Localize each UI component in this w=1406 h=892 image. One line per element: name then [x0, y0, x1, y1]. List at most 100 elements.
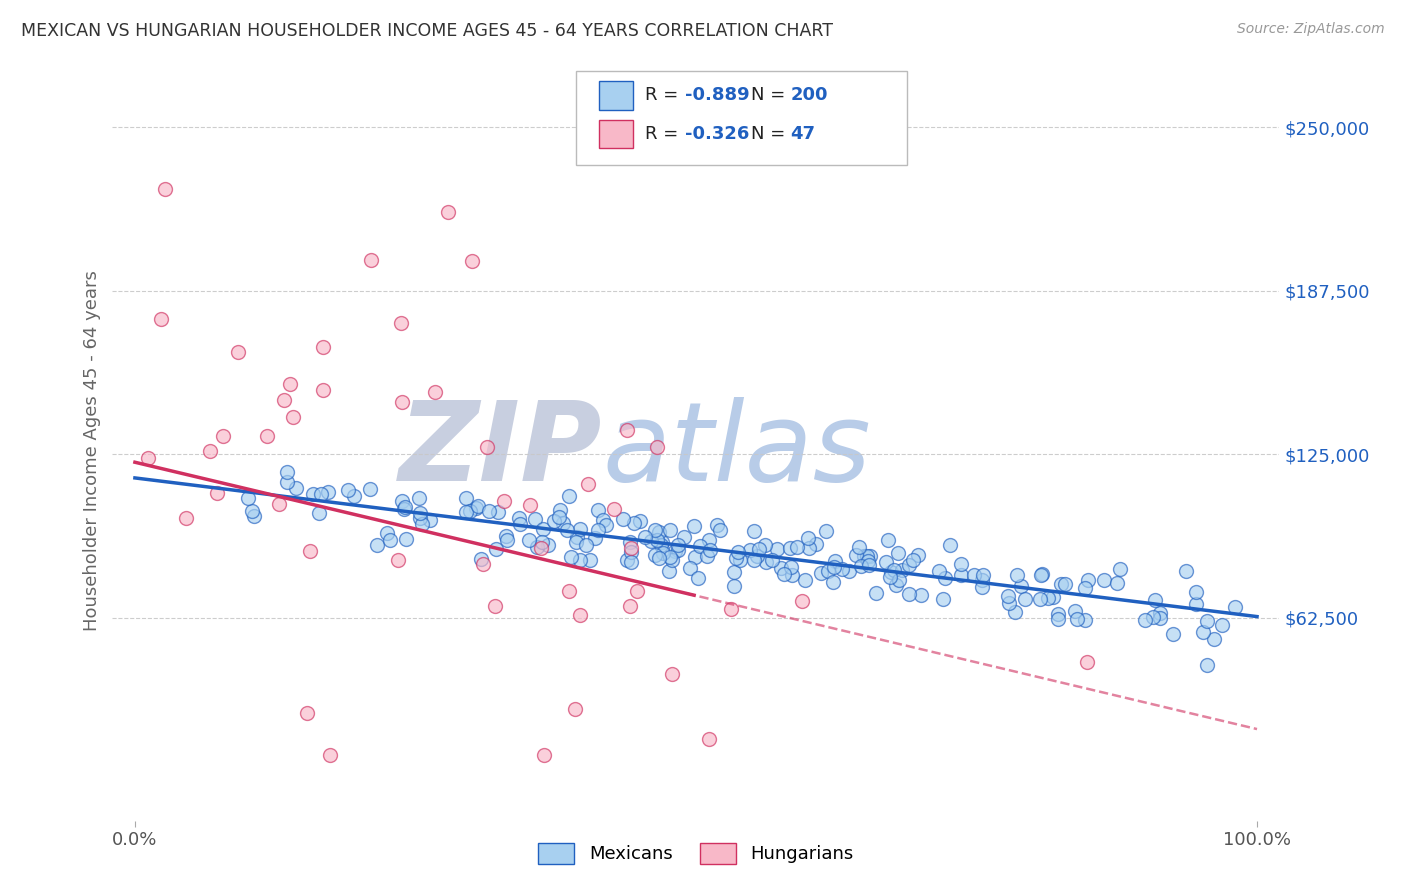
Point — [301, 487, 323, 501]
Point — [517, 533, 540, 547]
Point — [887, 574, 910, 588]
Point — [786, 540, 808, 554]
Point — [1175, 564, 1198, 578]
Point — [779, 541, 801, 556]
Point — [664, 544, 686, 558]
Point — [366, 538, 388, 552]
Point — [997, 589, 1019, 603]
Point — [865, 586, 887, 600]
Point — [409, 506, 432, 520]
Point — [295, 706, 318, 721]
Text: MEXICAN VS HUNGARIAN HOUSEHOLDER INCOME AGES 45 - 64 YEARS CORRELATION CHART: MEXICAN VS HUNGARIAN HOUSEHOLDER INCOME … — [21, 22, 834, 40]
Point — [537, 538, 560, 552]
Text: -0.326: -0.326 — [685, 125, 749, 143]
Point — [564, 702, 586, 716]
Text: ZIP: ZIP — [399, 397, 603, 504]
Point — [478, 503, 501, 517]
Point — [858, 558, 880, 573]
Point — [575, 538, 598, 552]
Point — [696, 549, 718, 563]
Point — [1105, 575, 1128, 590]
Point — [558, 489, 581, 503]
Point — [650, 538, 672, 552]
Point — [651, 546, 673, 560]
Point — [485, 541, 508, 556]
Point — [972, 573, 994, 587]
Point — [950, 567, 973, 582]
Point — [928, 564, 950, 578]
Point — [236, 491, 259, 505]
Point — [240, 504, 263, 518]
Point — [375, 525, 398, 540]
Point — [1109, 562, 1132, 576]
Point — [886, 546, 908, 560]
Point — [644, 549, 666, 563]
Point — [1076, 655, 1098, 669]
Point — [586, 523, 609, 537]
Point — [619, 599, 641, 614]
Point — [883, 563, 905, 577]
Point — [494, 493, 516, 508]
Point — [817, 564, 839, 578]
Point — [683, 550, 706, 565]
Point — [409, 511, 432, 525]
Point — [592, 512, 614, 526]
Point — [706, 518, 728, 533]
Point — [838, 565, 860, 579]
Point — [519, 498, 541, 512]
Point — [565, 530, 588, 544]
Point — [725, 550, 748, 565]
Point — [898, 558, 921, 572]
Point — [1053, 577, 1076, 591]
Point — [1149, 606, 1171, 620]
Point — [891, 563, 914, 577]
Point — [1197, 657, 1219, 672]
Point — [797, 531, 820, 545]
Point — [1046, 612, 1069, 626]
Point — [284, 481, 307, 495]
Point — [281, 410, 304, 425]
Point — [620, 556, 643, 570]
Point — [543, 514, 565, 528]
Point — [998, 596, 1021, 610]
Point — [972, 580, 994, 594]
Text: N =: N = — [751, 125, 790, 143]
Point — [456, 491, 478, 505]
Point — [849, 559, 872, 574]
Point — [645, 441, 668, 455]
Point — [389, 316, 412, 330]
Point — [531, 522, 554, 536]
Point — [472, 557, 495, 571]
Point — [648, 550, 671, 565]
Point — [765, 542, 787, 557]
Point — [1007, 567, 1029, 582]
Point — [740, 543, 762, 558]
Point — [972, 568, 994, 582]
Point — [697, 731, 720, 746]
Point — [1184, 597, 1206, 611]
Point — [603, 502, 626, 516]
Point — [243, 509, 266, 524]
Point — [856, 554, 879, 568]
Point — [312, 340, 335, 354]
Point — [699, 542, 721, 557]
Point — [560, 550, 582, 565]
Text: Source: ZipAtlas.com: Source: ZipAtlas.com — [1237, 22, 1385, 37]
Point — [651, 534, 673, 549]
Point — [461, 253, 484, 268]
Point — [579, 553, 602, 567]
Point — [661, 553, 683, 567]
Point — [1142, 610, 1164, 624]
Point — [484, 599, 506, 613]
Point — [612, 512, 634, 526]
Point — [299, 544, 322, 558]
Point — [745, 549, 768, 563]
Point — [276, 475, 298, 490]
Point — [879, 570, 901, 584]
Point — [780, 560, 803, 574]
Y-axis label: Householder Income Ages 45 - 64 years: Householder Income Ages 45 - 64 years — [83, 270, 101, 631]
Point — [308, 506, 330, 520]
Point — [583, 531, 606, 545]
Point — [1042, 590, 1064, 604]
Point — [1031, 566, 1053, 581]
